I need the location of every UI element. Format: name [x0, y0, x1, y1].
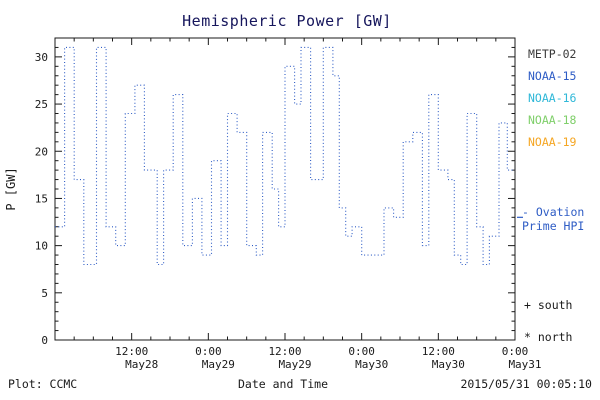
ovation-prime-label-line2: Prime HPI: [522, 219, 584, 233]
south-marker-label: + south: [524, 298, 572, 312]
y-tick-label: 25: [35, 98, 48, 111]
x-tick-date-label: May30: [432, 358, 465, 371]
plot-timestamp: 2015/05/31 00:05:10: [460, 377, 592, 391]
plot-source-label: Plot: CCMC: [8, 377, 77, 391]
legend-item-noaa-19: NOAA-19: [528, 135, 577, 149]
x-tick-date-label: May29: [202, 358, 235, 371]
hpi-step-line: [55, 46, 515, 266]
x-tick-time-label: 12:00: [115, 345, 148, 358]
ovation-prime-label-line1: - Ovation: [522, 205, 584, 219]
y-axis-ticks: 0 5 10 15 20 25 30: [35, 46, 515, 347]
x-axis-label: Date and Time: [238, 377, 328, 391]
y-tick-label: 15: [35, 192, 48, 205]
legend-item-noaa-15: NOAA-15: [528, 69, 576, 83]
legend-item-metp-02: METP-02: [528, 47, 576, 61]
x-tick-time-label: 0:00: [348, 345, 375, 358]
chart-title: Hemispheric Power [GW]: [182, 12, 392, 30]
x-tick-time-label: 12:00: [422, 345, 455, 358]
y-tick-label: 5: [41, 287, 48, 300]
x-tick-time-label: 0:00: [195, 345, 222, 358]
y-tick-label: 20: [35, 145, 48, 158]
legend-item-noaa-16: NOAA-16: [528, 91, 577, 105]
x-tick-date-label: May30: [355, 358, 388, 371]
legend: METP-02 NOAA-15 NOAA-16 NOAA-18 NOAA-19: [528, 47, 577, 149]
y-tick-label: 30: [35, 51, 48, 64]
data-series: [55, 46, 523, 266]
north-marker-label: * north: [524, 330, 572, 344]
y-tick-label: 10: [35, 240, 48, 253]
x-tick-time-label: 0:00: [502, 345, 529, 358]
x-tick-date-label: May31: [508, 358, 541, 371]
x-tick-time-label: 12:00: [268, 345, 301, 358]
plot-frame: [54, 37, 516, 341]
y-axis-label: P [GW]: [4, 167, 18, 210]
x-tick-date-label: May29: [278, 358, 311, 371]
x-tick-date-label: May28: [125, 358, 158, 371]
legend-item-noaa-18: NOAA-18: [528, 113, 577, 127]
plot-frame-rect: [54, 37, 516, 341]
x-axis-ticks: 12:00May280:00May2912:00May290:00May3012…: [73, 38, 542, 371]
y-tick-label: 0: [41, 334, 48, 347]
